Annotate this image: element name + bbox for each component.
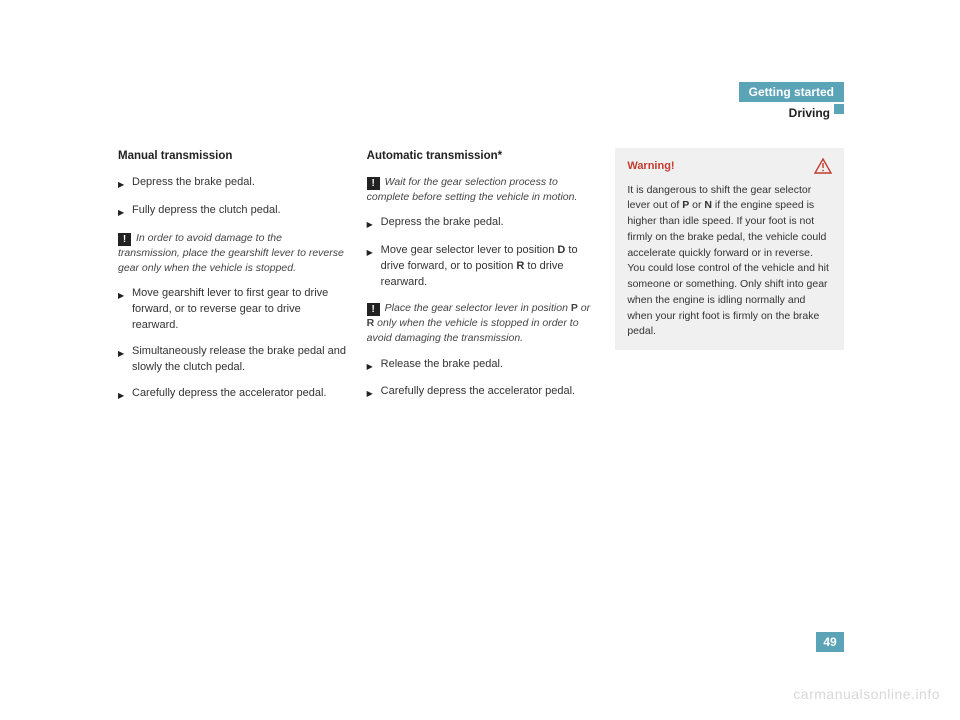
step-text: Depress the brake pedal. [381, 215, 596, 233]
step: Depress the brake pedal. [118, 175, 347, 193]
bullet-icon [118, 286, 132, 334]
step: Depress the brake pedal. [367, 215, 596, 233]
step-text: Carefully depress the accelerator pedal. [381, 384, 596, 402]
bullet-icon [118, 175, 132, 193]
bullet-icon [118, 203, 132, 221]
step-text: Simultaneously release the brake pedal a… [132, 344, 347, 376]
automatic-heading: Automatic transmission* [367, 148, 596, 165]
step: Move gearshift lever to first gear to dr… [118, 286, 347, 334]
step-text: Release the brake pedal. [381, 357, 596, 375]
column-automatic: Automatic transmission* !Wait for the ge… [367, 148, 596, 414]
note: !In order to avoid damage to the transmi… [118, 231, 347, 277]
step-text: Move gearshift lever to first gear to dr… [132, 286, 347, 334]
note-text: Place the gear selector lever in positio… [367, 302, 590, 344]
note-icon: ! [367, 303, 380, 316]
bullet-icon [367, 357, 381, 375]
step-text: Fully depress the clutch pedal. [132, 203, 347, 221]
page-number: 49 [816, 632, 844, 652]
step-text: Carefully depress the accelerator pedal. [132, 386, 347, 404]
subtitle-marker [834, 104, 844, 114]
step-text: Move gear selector lever to position D t… [381, 243, 596, 291]
step-text: Depress the brake pedal. [132, 175, 347, 193]
bullet-icon [118, 344, 132, 376]
note-icon: ! [118, 233, 131, 246]
warning-header: Warning! [627, 158, 832, 175]
section-header-bar: Getting started [739, 82, 844, 102]
note-text: In order to avoid damage to the transmis… [118, 232, 344, 274]
column-warning: Warning! It is dangerous to shift the ge… [615, 148, 844, 414]
bullet-icon [118, 386, 132, 404]
bullet-icon [367, 384, 381, 402]
bullet-icon [367, 243, 381, 291]
column-manual: Manual transmission Depress the brake pe… [118, 148, 347, 414]
warning-box: Warning! It is dangerous to shift the ge… [615, 148, 844, 350]
step: Fully depress the clutch pedal. [118, 203, 347, 221]
note-text: Wait for the gear selection process to c… [367, 176, 578, 203]
warning-icon [814, 158, 832, 174]
page-content: Manual transmission Depress the brake pe… [118, 148, 844, 414]
warning-body: It is dangerous to shift the gear select… [627, 183, 832, 341]
bullet-icon [367, 215, 381, 233]
step: Simultaneously release the brake pedal a… [118, 344, 347, 376]
manual-heading: Manual transmission [118, 148, 347, 165]
watermark: carmanualsonline.info [793, 686, 940, 702]
note: !Wait for the gear selection process to … [367, 175, 596, 205]
step: Carefully depress the accelerator pedal. [367, 384, 596, 402]
step: Release the brake pedal. [367, 357, 596, 375]
note: !Place the gear selector lever in positi… [367, 301, 596, 347]
section-subtitle: Driving [789, 106, 830, 120]
step: Move gear selector lever to position D t… [367, 243, 596, 291]
step: Carefully depress the accelerator pedal. [118, 386, 347, 404]
section-title: Getting started [749, 85, 834, 99]
warning-title: Warning! [627, 158, 674, 175]
note-icon: ! [367, 177, 380, 190]
